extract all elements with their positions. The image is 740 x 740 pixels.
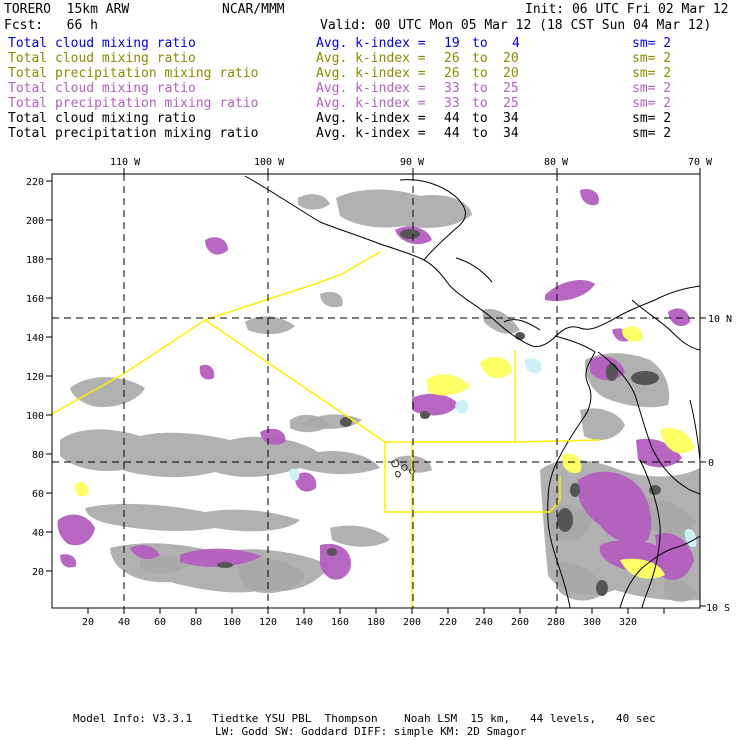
x-index-label: 40 <box>118 617 130 628</box>
legend-row-k2: 25 <box>503 81 519 96</box>
forecast-hour: Fcst: 66 h <box>4 18 98 33</box>
legend-row-k1: 33 <box>444 96 460 111</box>
organization-label: NCAR/MMM <box>222 2 285 17</box>
legend-row-label: Total precipitation mixing ratio <box>8 96 259 111</box>
x-index-label: 280 <box>547 617 565 628</box>
x-index-label: 320 <box>619 617 637 628</box>
legend-row-k2: 25 <box>503 96 519 111</box>
legend-row-k2: 34 <box>503 111 519 126</box>
legend-row-label: Total cloud mixing ratio <box>8 81 196 96</box>
legend-row-label: Total cloud mixing ratio <box>8 111 196 126</box>
x-index-label: 160 <box>331 617 349 628</box>
physics-info: LW: Godd SW: Goddard DIFF: simple KM: 2D… <box>215 725 527 738</box>
legend-row-label: Total cloud mixing ratio <box>8 36 196 51</box>
map-fields <box>52 175 700 608</box>
y-index-ticks <box>46 180 52 572</box>
lat-lon-grid <box>52 174 700 608</box>
legend-row-avg: Avg. k-index = <box>316 66 426 81</box>
legend-row-k2: 20 <box>503 51 519 66</box>
x-index-label: 120 <box>259 617 277 628</box>
legend-row-sm: sm= 2 <box>632 81 672 96</box>
legend-row-avg: Avg. k-index = <box>316 81 426 96</box>
legend-row-label: Total precipitation mixing ratio <box>8 66 259 81</box>
legend-row-sm: sm= 2 <box>632 96 672 111</box>
legend-row-avg: Avg. k-index = <box>316 126 426 141</box>
legend-row-k1: 33 <box>444 81 460 96</box>
legend-row-sm: sm= 2 <box>632 66 672 81</box>
legend-row-k1: 26 <box>444 51 460 66</box>
y-index-label: 180 <box>26 255 44 266</box>
valid-time: Valid: 00 UTC Mon 05 Mar 12 (18 CST Sun … <box>320 18 712 33</box>
legend-row-k2: 20 <box>503 66 519 81</box>
x-index-label: 200 <box>403 617 421 628</box>
x-index-label: 100 <box>223 617 241 628</box>
y-index-label: 80 <box>32 450 44 461</box>
y-index-label: 160 <box>26 294 44 305</box>
x-index-label: 140 <box>295 617 313 628</box>
x-index-label: 240 <box>475 617 493 628</box>
x-index-label: 20 <box>82 617 94 628</box>
legend-row-to: to <box>472 111 488 126</box>
legend-row-k2: 34 <box>503 126 519 141</box>
y-index-label: 200 <box>26 216 44 227</box>
y-index-label: 120 <box>26 372 44 383</box>
lat-labels: 10 N 0 10 S <box>706 314 732 614</box>
x-index-label: 80 <box>190 617 202 628</box>
lat-label: 0 <box>708 458 714 469</box>
legend-row-k1: 44 <box>444 111 460 126</box>
x-index-labels: 20 40 60 80 100 120 140 160 180 200 220 … <box>82 617 637 628</box>
legend-row-label: Total precipitation mixing ratio <box>8 126 259 141</box>
y-index-label: 100 <box>26 411 44 422</box>
x-index-ticks <box>87 608 665 614</box>
lon-label: 70 W <box>688 157 713 168</box>
legend-row-sm: sm= 2 <box>632 36 672 51</box>
legend-row-avg: Avg. k-index = <box>316 111 426 126</box>
model-title: TORERO 15km ARW <box>4 2 130 17</box>
coastlines <box>244 175 700 608</box>
lat-ticks <box>700 317 706 607</box>
x-index-label: 220 <box>439 617 457 628</box>
legend-row-k2: 4 <box>512 36 520 51</box>
y-index-label: 140 <box>26 333 44 344</box>
legend-row-to: to <box>472 66 488 81</box>
lon-labels: 110 W 100 W 90 W 80 W 70 W <box>110 157 713 168</box>
legend-row-avg: Avg. k-index = <box>316 51 426 66</box>
legend-row-to: to <box>472 36 488 51</box>
legend-row-avg: Avg. k-index = <box>316 96 426 111</box>
lat-label: 10 N <box>708 314 732 325</box>
legend-row-sm: sm= 2 <box>632 111 672 126</box>
lon-label: 80 W <box>544 157 569 168</box>
legend-row-k1: 26 <box>444 66 460 81</box>
lon-label: 110 W <box>110 157 141 168</box>
x-index-label: 60 <box>154 617 166 628</box>
legend-row-sm: sm= 2 <box>632 126 672 141</box>
legend-row-sm: sm= 2 <box>632 51 672 66</box>
legend-row-label: Total cloud mixing ratio <box>8 51 196 66</box>
lon-label: 90 W <box>400 157 425 168</box>
lat-label: 10 S <box>706 603 730 614</box>
legend-row-k1: 19 <box>444 36 460 51</box>
legend-row-to: to <box>472 51 488 66</box>
legend-row-to: to <box>472 126 488 141</box>
x-index-label: 260 <box>511 617 529 628</box>
x-index-label: 300 <box>583 617 601 628</box>
y-index-label: 40 <box>32 528 44 539</box>
x-index-label: 180 <box>367 617 385 628</box>
legend-row-to: to <box>472 96 488 111</box>
cloud-field-gray <box>60 189 700 602</box>
lon-label: 100 W <box>254 157 285 168</box>
legend-row-k1: 44 <box>444 126 460 141</box>
y-index-label: 220 <box>26 177 44 188</box>
legend-row-to: to <box>472 81 488 96</box>
lon-ticks <box>123 168 701 174</box>
legend-row-avg: Avg. k-index = <box>316 36 426 51</box>
y-index-label: 20 <box>32 567 44 578</box>
model-info: Model Info: V3.3.1 Tiedtke YSU PBL Thomp… <box>73 712 656 725</box>
y-index-labels: 220 200 180 160 140 120 100 80 60 40 20 <box>26 177 44 578</box>
init-time: Init: 06 UTC Fri 02 Mar 12 <box>525 2 729 17</box>
y-index-label: 60 <box>32 489 44 500</box>
